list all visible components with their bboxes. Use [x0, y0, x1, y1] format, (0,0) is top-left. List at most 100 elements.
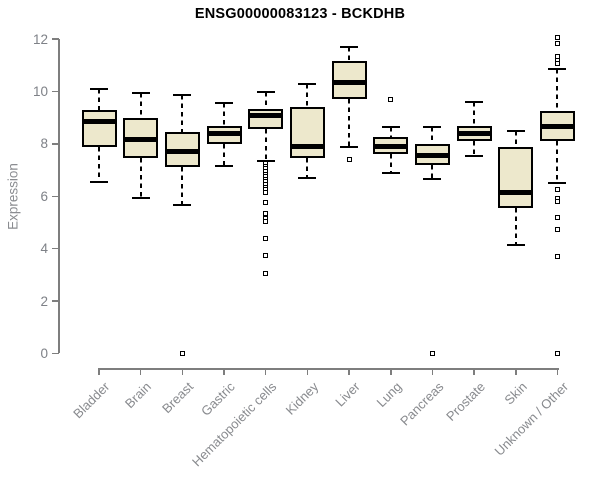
whisker-cap-low-kidney: [298, 176, 317, 179]
median-line-bladder: [81, 119, 117, 125]
outlier-point-unknown-other-1: [554, 40, 560, 46]
whisker-lower-bladder: [98, 146, 100, 182]
x-category-label-unknown-other: Unknown / Other: [491, 379, 572, 459]
y-tick-label-10: 10: [32, 84, 48, 99]
x-tick-skin: [515, 369, 517, 375]
whisker-cap-low-hematopoietic-cells: [256, 159, 275, 162]
outlier-point-unknown-other-7: [554, 199, 560, 205]
x-tick-bladder: [98, 369, 100, 375]
outlier-point-unknown-other-10: [554, 254, 560, 260]
whisker-upper-pancreas: [431, 126, 434, 144]
x-tick-hematopoietic-cells: [264, 369, 267, 375]
x-axis-line: [97, 368, 559, 370]
median-line-lung: [373, 144, 409, 150]
whisker-upper-lung: [389, 126, 392, 138]
whisker-lower-lung: [389, 154, 392, 173]
median-line-skin: [498, 189, 534, 195]
median-line-pancreas: [414, 153, 450, 159]
x-category-label-bladder: Bladder: [70, 379, 113, 422]
outlier-point-pancreas-0: [429, 351, 435, 356]
whisker-upper-gastric: [223, 103, 226, 126]
outlier-point-hematopoietic-cells-15: [263, 218, 269, 224]
whisker-upper-hematopoietic-cells: [264, 91, 267, 109]
whisker-cap-low-skin: [506, 243, 525, 246]
median-line-kidney: [289, 144, 325, 150]
x-tick-kidney: [306, 369, 309, 375]
outlier-point-hematopoietic-cells-18: [263, 271, 269, 277]
y-tick-12: [51, 38, 59, 40]
x-category-label-pancreas: Pancreas: [396, 379, 447, 429]
whisker-lower-pancreas: [431, 164, 434, 180]
median-line-liver: [331, 79, 367, 85]
x-category-label-brain: Brain: [122, 379, 155, 412]
median-line-gastric: [206, 130, 242, 136]
whisker-upper-brain: [139, 92, 142, 118]
box-skin: [498, 146, 534, 209]
whisker-cap-high-bladder: [90, 87, 108, 90]
y-tick-6: [51, 195, 59, 198]
y-tick-4: [51, 247, 59, 250]
whisker-cap-high-prostate: [465, 100, 484, 103]
whisker-cap-high-hematopoietic-cells: [256, 90, 275, 93]
outlier-point-hematopoietic-cells-13: [263, 210, 269, 216]
box-kidney: [289, 107, 325, 159]
whisker-cap-high-liver: [340, 45, 359, 48]
box-bladder: [81, 109, 117, 147]
y-tick-label-8: 8: [40, 136, 48, 152]
whisker-cap-low-breast: [173, 204, 192, 207]
whisker-lower-hematopoietic-cells: [264, 129, 267, 161]
outlier-point-hematopoietic-cells-17: [263, 252, 269, 258]
x-category-label-skin: Skin: [500, 379, 530, 408]
x-tick-breast: [181, 369, 184, 375]
whisker-lower-skin: [514, 208, 517, 245]
outlier-point-unknown-other-11: [554, 351, 560, 356]
whisker-lower-breast: [181, 167, 184, 206]
x-tick-liver: [348, 369, 350, 375]
outlier-point-hematopoietic-cells-11: [263, 189, 269, 195]
chart-title: ENSG00000083123 - BCKDHB: [194, 6, 406, 22]
y-tick-0: [51, 352, 59, 355]
median-line-unknown-other: [539, 124, 575, 130]
y-tick-10: [51, 90, 59, 93]
outlier-point-lung-0: [388, 96, 394, 102]
whisker-lower-brain: [139, 158, 142, 198]
whisker-cap-high-brain: [131, 91, 150, 94]
outlier-point-liver-0: [346, 157, 352, 163]
outlier-point-unknown-other-9: [554, 226, 560, 232]
x-tick-brain: [139, 369, 142, 375]
whisker-upper-skin: [514, 130, 517, 147]
whisker-cap-low-gastric: [215, 165, 234, 168]
whisker-cap-low-lung: [381, 171, 400, 174]
median-line-prostate: [456, 130, 492, 136]
outlier-point-breast-0: [179, 351, 185, 356]
whisker-cap-high-kidney: [298, 82, 317, 85]
median-line-breast: [164, 149, 200, 155]
whisker-cap-low-unknown-other: [548, 182, 567, 185]
whisker-upper-liver: [348, 46, 351, 62]
whisker-upper-bladder: [98, 88, 100, 110]
x-tick-unknown-other: [556, 369, 559, 375]
x-category-label-gastric: Gastric: [197, 379, 238, 419]
whisker-lower-unknown-other: [556, 141, 559, 184]
x-tick-pancreas: [431, 369, 434, 375]
whisker-lower-liver: [348, 99, 351, 147]
x-category-label-prostate: Prostate: [442, 379, 488, 424]
x-tick-gastric: [223, 369, 225, 375]
y-tick-label-6: 6: [40, 188, 48, 204]
y-tick-8: [51, 143, 59, 145]
median-line-brain: [123, 137, 159, 143]
x-tick-lung: [390, 369, 392, 375]
outlier-point-hematopoietic-cells-16: [263, 235, 269, 241]
whisker-cap-high-unknown-other: [548, 68, 567, 71]
x-category-label-kidney: Kidney: [282, 379, 322, 418]
outlier-point-unknown-other-5: [554, 187, 560, 193]
y-tick-label-0: 0: [40, 346, 48, 361]
median-line-hematopoietic-cells: [248, 112, 284, 118]
y-tick-2: [51, 300, 59, 302]
y-tick-label-4: 4: [40, 241, 48, 257]
whisker-lower-gastric: [223, 143, 226, 167]
y-axis-line: [58, 39, 60, 354]
x-category-label-breast: Breast: [158, 379, 196, 417]
outlier-point-unknown-other-8: [554, 214, 560, 220]
whisker-cap-low-bladder: [90, 180, 108, 183]
